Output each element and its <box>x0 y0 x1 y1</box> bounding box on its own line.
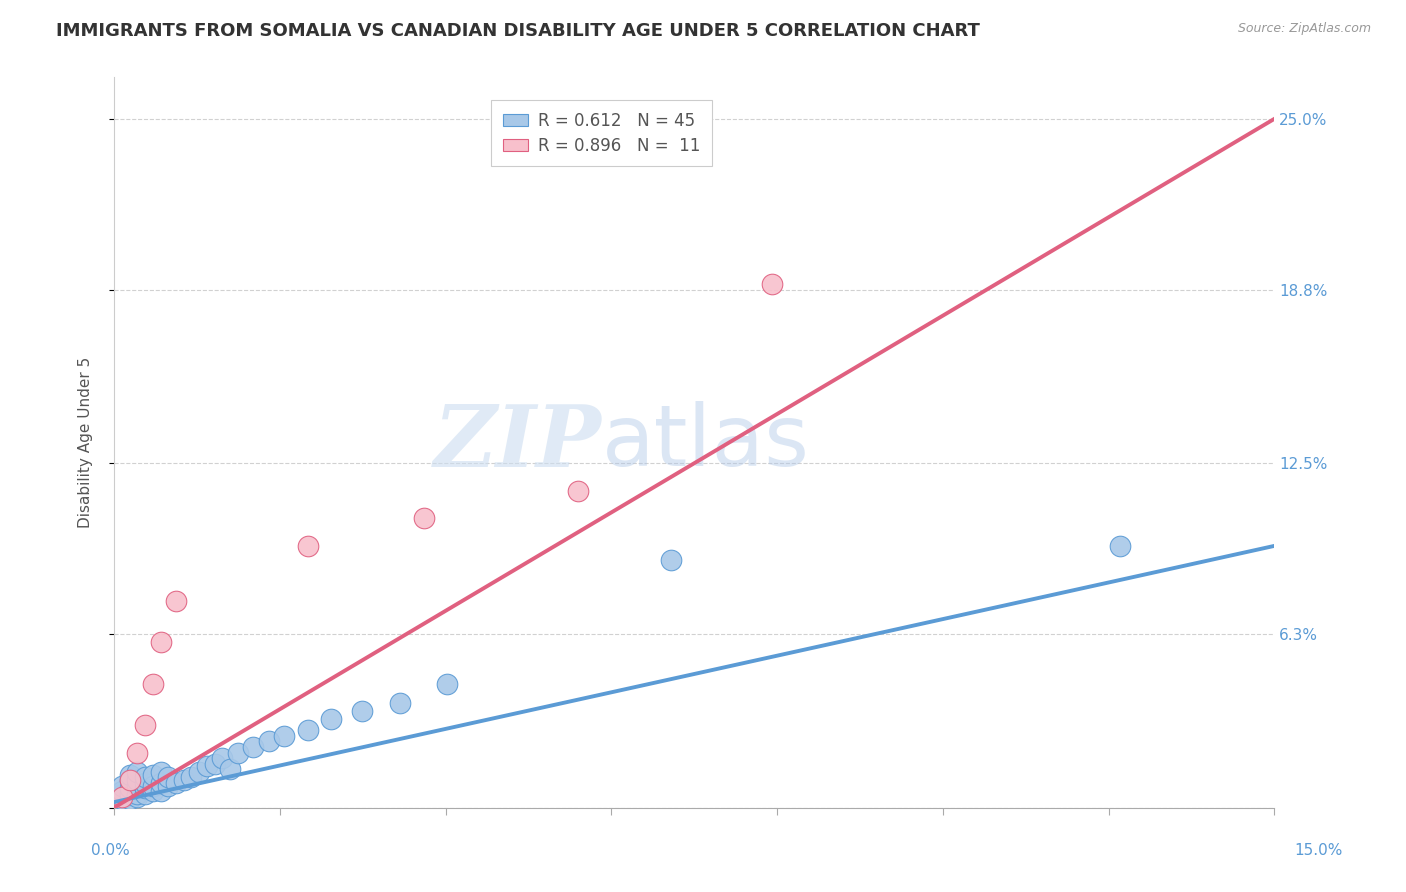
Point <box>173 773 195 788</box>
Point <box>226 746 249 760</box>
Point <box>761 277 783 291</box>
Point <box>242 739 264 754</box>
Text: 0.0%: 0.0% <box>91 843 131 858</box>
Point <box>142 676 165 690</box>
Point <box>134 787 156 801</box>
Point <box>127 789 149 804</box>
Point <box>1108 539 1130 553</box>
Point <box>567 483 589 498</box>
Point <box>118 792 141 806</box>
Point <box>127 773 149 788</box>
Point <box>111 784 134 798</box>
Point <box>118 787 141 801</box>
Point <box>127 746 149 760</box>
Text: Source: ZipAtlas.com: Source: ZipAtlas.com <box>1237 22 1371 36</box>
Text: IMMIGRANTS FROM SOMALIA VS CANADIAN DISABILITY AGE UNDER 5 CORRELATION CHART: IMMIGRANTS FROM SOMALIA VS CANADIAN DISA… <box>56 22 980 40</box>
Point <box>297 723 319 738</box>
Point <box>297 539 319 553</box>
Text: 15.0%: 15.0% <box>1295 843 1343 858</box>
Point <box>412 511 434 525</box>
Y-axis label: Disability Age Under 5: Disability Age Under 5 <box>79 357 93 528</box>
Point <box>149 764 172 779</box>
Point <box>165 594 187 608</box>
Point <box>195 759 218 773</box>
Text: atlas: atlas <box>602 401 810 484</box>
Point <box>389 696 412 710</box>
Point <box>134 781 156 796</box>
Point <box>111 787 134 801</box>
Point <box>257 734 280 748</box>
Point <box>149 784 172 798</box>
Point <box>219 762 242 776</box>
Point <box>118 781 141 796</box>
Point <box>149 635 172 649</box>
Point <box>118 767 141 781</box>
Point <box>149 776 172 790</box>
Point <box>157 779 180 793</box>
Point <box>211 751 233 765</box>
Point <box>111 779 134 793</box>
Point <box>204 756 226 771</box>
Point <box>180 770 202 784</box>
Point <box>142 784 165 798</box>
Point <box>165 776 187 790</box>
Point <box>188 764 211 779</box>
Point <box>127 764 149 779</box>
Point <box>118 773 141 788</box>
Point <box>350 704 373 718</box>
Point <box>134 770 156 784</box>
Point <box>127 779 149 793</box>
Point <box>118 773 141 788</box>
Point <box>127 787 149 801</box>
Point <box>157 770 180 784</box>
Point <box>436 676 458 690</box>
Point <box>111 792 134 806</box>
Point <box>134 718 156 732</box>
Text: ZIP: ZIP <box>433 401 602 484</box>
Point <box>111 789 134 804</box>
Point <box>659 552 682 566</box>
Point <box>142 767 165 781</box>
Point <box>273 729 295 743</box>
Point <box>142 779 165 793</box>
Legend: R = 0.612   N = 45, R = 0.896   N =  11: R = 0.612 N = 45, R = 0.896 N = 11 <box>491 101 711 167</box>
Point <box>319 713 342 727</box>
Point <box>134 776 156 790</box>
